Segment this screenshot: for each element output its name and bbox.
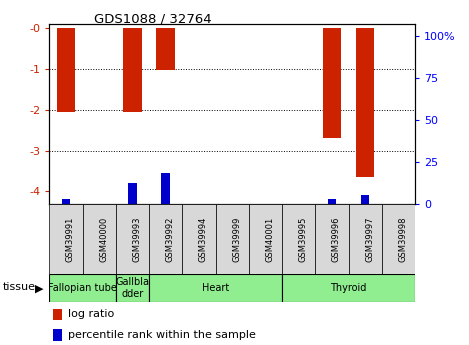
Text: GSM39997: GSM39997 xyxy=(365,216,374,262)
FancyBboxPatch shape xyxy=(382,204,415,274)
Bar xyxy=(128,184,136,204)
FancyBboxPatch shape xyxy=(315,204,348,274)
FancyBboxPatch shape xyxy=(116,274,149,302)
Text: tissue: tissue xyxy=(2,282,35,292)
Text: GDS1088 / 32764: GDS1088 / 32764 xyxy=(94,12,212,25)
Text: percentile rank within the sample: percentile rank within the sample xyxy=(68,330,256,340)
Bar xyxy=(361,195,369,204)
Bar xyxy=(53,308,62,320)
FancyBboxPatch shape xyxy=(149,274,282,302)
FancyBboxPatch shape xyxy=(182,204,216,274)
FancyBboxPatch shape xyxy=(116,204,149,274)
FancyBboxPatch shape xyxy=(282,274,415,302)
Text: Gallbla
dder: Gallbla dder xyxy=(115,277,150,298)
Text: GSM39999: GSM39999 xyxy=(232,216,241,262)
Text: Thyroid: Thyroid xyxy=(330,283,367,293)
Text: GSM40001: GSM40001 xyxy=(265,216,274,262)
Text: Heart: Heart xyxy=(202,283,229,293)
Bar xyxy=(62,198,70,204)
FancyBboxPatch shape xyxy=(83,204,116,274)
Bar xyxy=(157,28,175,70)
Text: GSM39991: GSM39991 xyxy=(66,216,75,262)
FancyBboxPatch shape xyxy=(282,204,315,274)
Text: GSM39996: GSM39996 xyxy=(332,216,341,262)
FancyBboxPatch shape xyxy=(49,274,116,302)
FancyBboxPatch shape xyxy=(216,204,249,274)
Text: GSM39995: GSM39995 xyxy=(299,216,308,262)
Text: ▶: ▶ xyxy=(35,284,44,294)
Text: Fallopian tube: Fallopian tube xyxy=(48,283,117,293)
FancyBboxPatch shape xyxy=(49,204,83,274)
FancyBboxPatch shape xyxy=(149,204,182,274)
Text: GSM39994: GSM39994 xyxy=(199,216,208,262)
Text: GSM39993: GSM39993 xyxy=(132,216,141,262)
Bar xyxy=(161,174,170,204)
FancyBboxPatch shape xyxy=(249,204,282,274)
Bar xyxy=(356,28,374,177)
FancyBboxPatch shape xyxy=(348,204,382,274)
Bar xyxy=(53,329,62,341)
Bar xyxy=(123,28,142,112)
Bar xyxy=(57,28,75,112)
Text: GSM39992: GSM39992 xyxy=(166,216,174,262)
Bar xyxy=(323,28,341,138)
Text: GSM39998: GSM39998 xyxy=(399,216,408,262)
Text: GSM40000: GSM40000 xyxy=(99,216,108,262)
Bar xyxy=(328,198,336,204)
Text: log ratio: log ratio xyxy=(68,309,114,319)
